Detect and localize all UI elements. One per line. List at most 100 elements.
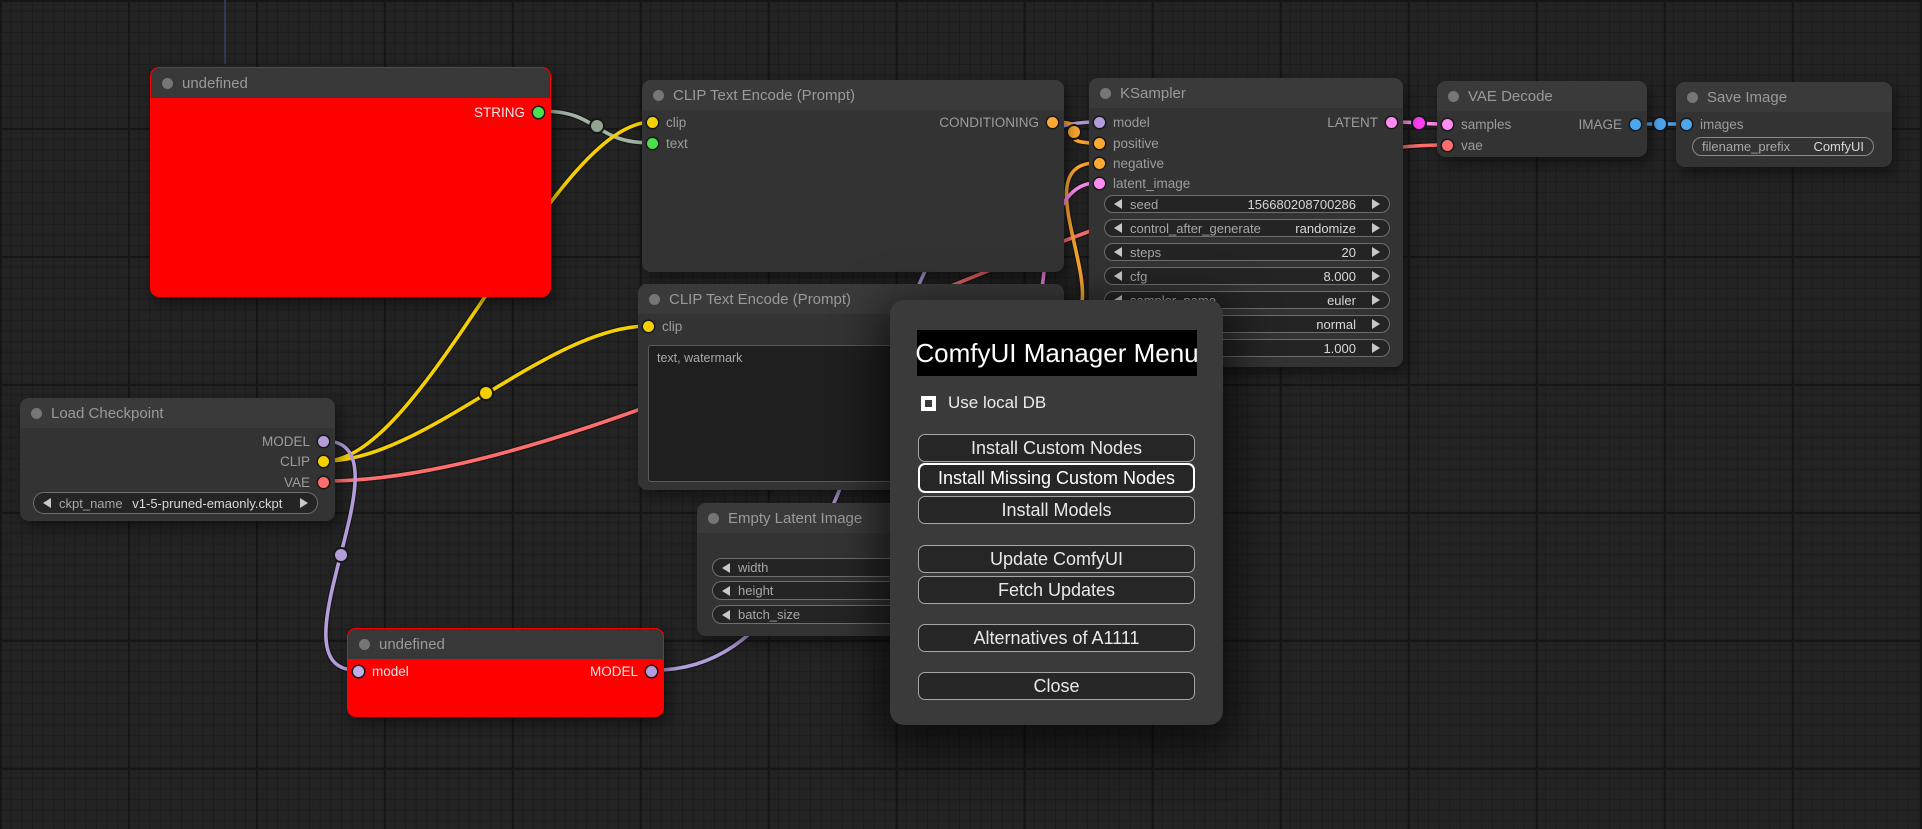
output-image[interactable]: IMAGE <box>1578 115 1641 133</box>
node-title-bar[interactable]: undefined <box>348 629 663 659</box>
widget-filename-prefix[interactable]: filename_prefix ComfyUI <box>1692 137 1874 156</box>
input-model[interactable]: model <box>353 662 409 680</box>
collapse-dot-icon[interactable] <box>359 638 370 650</box>
output-dot-icon[interactable] <box>318 435 329 447</box>
reroute-dot[interactable] <box>478 385 494 401</box>
input-samples[interactable]: samples <box>1442 115 1511 133</box>
node-load-checkpoint[interactable]: Load Checkpoint MODEL CLIP VAE ckpt_name… <box>20 398 335 521</box>
node-title-bar[interactable]: undefined <box>151 68 550 98</box>
output-latent[interactable]: LATENT <box>1327 113 1397 131</box>
decrement-arrow-icon[interactable] <box>1114 199 1122 209</box>
node-undefined-top[interactable]: undefined STRING <box>150 67 551 297</box>
fetch-updates-button[interactable]: Fetch Updates <box>918 576 1195 604</box>
install-custom-nodes-button[interactable]: Install Custom Nodes <box>918 434 1195 462</box>
decrement-arrow-icon[interactable] <box>43 498 51 508</box>
collapse-dot-icon[interactable] <box>1687 91 1698 103</box>
close-button[interactable]: Close <box>918 672 1195 700</box>
node-title-bar[interactable]: Save Image <box>1676 82 1892 112</box>
node-title-bar[interactable]: KSampler <box>1089 78 1403 108</box>
decrement-arrow-icon[interactable] <box>722 609 730 620</box>
reroute-dot[interactable] <box>1652 116 1668 132</box>
input-dot-icon[interactable] <box>1094 116 1105 128</box>
input-dot-icon[interactable] <box>1442 139 1453 151</box>
increment-arrow-icon[interactable] <box>1372 247 1380 257</box>
input-negative[interactable]: negative <box>1094 154 1164 172</box>
increment-arrow-icon[interactable] <box>1372 199 1380 209</box>
output-dot-icon[interactable] <box>533 106 544 118</box>
node-ksampler[interactable]: KSampler model positive negative latent_… <box>1089 78 1403 367</box>
node-title-bar[interactable]: Load Checkpoint <box>20 398 335 428</box>
output-dot-icon[interactable] <box>646 665 657 677</box>
output-dot-icon[interactable] <box>1630 118 1641 130</box>
increment-arrow-icon[interactable] <box>300 498 308 508</box>
output-dot-icon[interactable] <box>318 476 329 488</box>
node-title-bar[interactable]: CLIP Text Encode (Prompt) <box>638 284 1064 314</box>
input-dot-icon[interactable] <box>1094 157 1105 169</box>
node-vae-decode[interactable]: VAE Decode samples vae IMAGE <box>1437 81 1647 157</box>
reroute-dot[interactable] <box>333 547 349 563</box>
widget-steps[interactable]: steps 20 <box>1104 243 1390 261</box>
reroute-dot[interactable] <box>1411 115 1427 131</box>
widget-seed[interactable]: seed 156680208700286 <box>1104 195 1390 213</box>
input-vae[interactable]: vae <box>1442 136 1483 154</box>
input-text[interactable]: text <box>647 134 688 152</box>
input-dot-icon[interactable] <box>1094 177 1105 189</box>
node-clip-text-encode-1[interactable]: CLIP Text Encode (Prompt) clip text COND… <box>642 80 1064 272</box>
widget-cfg[interactable]: cfg 8.000 <box>1104 267 1390 285</box>
decrement-arrow-icon[interactable] <box>722 562 730 573</box>
collapse-dot-icon[interactable] <box>1448 90 1459 102</box>
input-dot-icon[interactable] <box>353 665 364 677</box>
input-clip[interactable]: clip <box>647 113 686 131</box>
node-title-bar[interactable]: CLIP Text Encode (Prompt) <box>642 80 1064 110</box>
collapse-dot-icon[interactable] <box>1100 87 1111 99</box>
install-models-button[interactable]: Install Models <box>918 496 1195 524</box>
output-vae[interactable]: VAE <box>284 473 329 491</box>
output-conditioning[interactable]: CONDITIONING <box>939 113 1058 131</box>
input-model[interactable]: model <box>1094 113 1150 131</box>
output-dot-icon[interactable] <box>1047 116 1058 128</box>
input-positive[interactable]: positive <box>1094 134 1159 152</box>
output-model[interactable]: MODEL <box>262 432 329 450</box>
alternatives-of-a1111-button[interactable]: Alternatives of A1111 <box>918 624 1195 652</box>
reroute-dot[interactable] <box>1066 124 1082 140</box>
collapse-dot-icon[interactable] <box>162 77 173 89</box>
decrement-arrow-icon[interactable] <box>1114 223 1122 233</box>
increment-arrow-icon[interactable] <box>1372 295 1380 305</box>
input-dot-icon[interactable] <box>643 320 654 332</box>
input-dot-icon[interactable] <box>1681 118 1692 130</box>
output-string[interactable]: STRING <box>474 103 544 121</box>
output-model[interactable]: MODEL <box>590 662 657 680</box>
use-local-db-row[interactable]: Use local DB <box>921 393 1046 413</box>
collapse-dot-icon[interactable] <box>649 293 660 305</box>
install-missing-custom-nodes-button[interactable]: Install Missing Custom Nodes <box>918 463 1195 493</box>
input-dot-icon[interactable] <box>647 116 658 128</box>
decrement-arrow-icon[interactable] <box>1114 271 1122 281</box>
reroute-dot[interactable] <box>589 118 605 134</box>
input-dot-icon[interactable] <box>647 137 658 149</box>
input-clip[interactable]: clip <box>643 317 682 335</box>
increment-arrow-icon[interactable] <box>1372 319 1380 329</box>
decrement-arrow-icon[interactable] <box>722 585 730 596</box>
increment-arrow-icon[interactable] <box>1372 271 1380 281</box>
input-dot-icon[interactable] <box>1442 118 1453 130</box>
update-comfyui-button[interactable]: Update ComfyUI <box>918 545 1195 573</box>
widget-control-after-generate[interactable]: control_after_generate randomize <box>1104 219 1390 237</box>
increment-arrow-icon[interactable] <box>1372 223 1380 233</box>
output-dot-icon[interactable] <box>318 455 329 467</box>
input-dot-icon[interactable] <box>1094 137 1105 149</box>
increment-arrow-icon[interactable] <box>1372 343 1380 353</box>
output-clip[interactable]: CLIP <box>280 452 329 470</box>
use-local-db-checkbox[interactable] <box>921 395 936 411</box>
collapse-dot-icon[interactable] <box>31 407 42 419</box>
collapse-dot-icon[interactable] <box>653 89 664 101</box>
collapse-dot-icon[interactable] <box>708 512 719 524</box>
input-latent-image[interactable]: latent_image <box>1094 174 1190 192</box>
output-dot-icon[interactable] <box>1386 116 1397 128</box>
node-title-bar[interactable]: VAE Decode <box>1437 81 1647 111</box>
widget-ckpt-name[interactable]: ckpt_name v1-5-pruned-emaonly.ckpt <box>33 492 318 514</box>
decrement-arrow-icon[interactable] <box>1114 247 1122 257</box>
input-images[interactable]: images <box>1681 115 1744 133</box>
node-undefined-bottom[interactable]: undefined model MODEL <box>347 628 664 717</box>
node-save-image[interactable]: Save Image images filename_prefix ComfyU… <box>1676 82 1892 167</box>
